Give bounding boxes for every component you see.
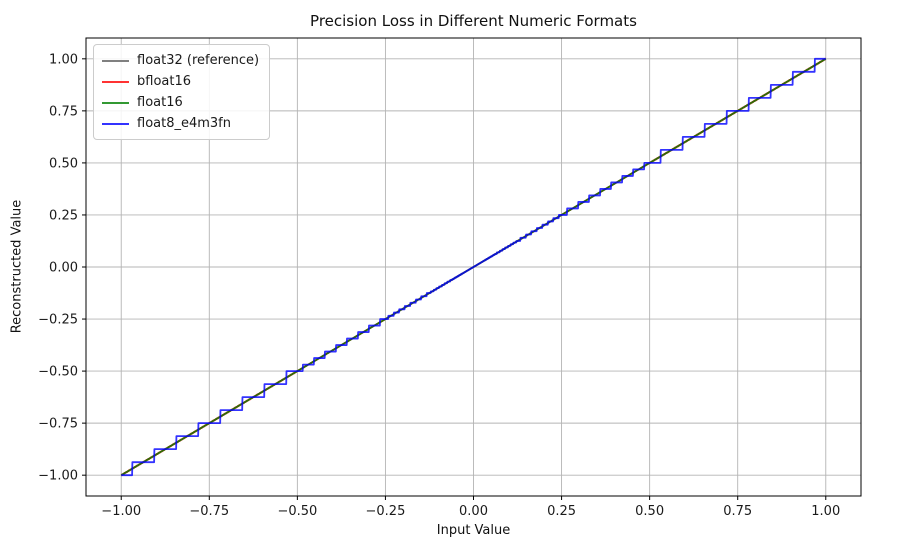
y-tick-label: 0.50 (49, 156, 78, 171)
y-tick-label: −0.50 (38, 365, 78, 380)
x-axis-label: Input Value (436, 523, 511, 538)
x-tick-label: −0.25 (366, 504, 406, 519)
x-tick-label: 0.25 (547, 504, 576, 519)
x-tick-label: 0.50 (635, 504, 664, 519)
legend-swatch-bfloat16 (102, 80, 129, 83)
legend-swatch-float32 (102, 59, 129, 62)
legend-item-float16: float16 (102, 92, 259, 113)
y-tick-label: 0.00 (49, 261, 78, 276)
series-line-float8-e4m3fn (120, 57, 827, 477)
legend-item-bfloat16: bfloat16 (102, 71, 259, 92)
x-tick-label: 0.00 (459, 504, 488, 519)
legend-item-float8-e4m3fn: float8_e4m3fn (102, 113, 259, 134)
y-tick-label: −1.00 (38, 469, 78, 484)
legend-label: bfloat16 (137, 74, 191, 89)
y-tick-label: −0.25 (38, 313, 78, 328)
y-tick-label: 0.25 (49, 208, 78, 223)
x-tick-label: 1.00 (811, 504, 840, 519)
legend: float32 (reference) bfloat16 float16 flo… (93, 44, 271, 140)
x-tick-label: −0.75 (189, 504, 229, 519)
axes-ticks: −1.00 −0.75 −0.50 −0.25 0.00 0.25 0.50 0.75 1.00… (38, 52, 840, 519)
chart-title: Precision Loss in Different Numeric Form… (310, 12, 637, 30)
legend-label: float32 (reference) (137, 53, 260, 68)
x-tick-label: −0.50 (277, 504, 317, 519)
x-tick-label: 0.75 (723, 504, 752, 519)
y-axis-label: Reconstructed Value (9, 199, 25, 334)
x-tick-label: −1.00 (101, 504, 141, 519)
legend-label: float16 (137, 95, 183, 110)
legend-swatch-float16 (102, 101, 129, 104)
legend-label: float8_e4m3fn (137, 116, 231, 131)
legend-swatch-float8-e4m3fn (102, 122, 129, 125)
y-tick-label: 1.00 (49, 52, 78, 67)
y-tick-label: 0.75 (49, 104, 78, 119)
legend-item-float32: float32 (reference) (102, 50, 259, 71)
y-tick-label: −0.75 (38, 417, 78, 432)
